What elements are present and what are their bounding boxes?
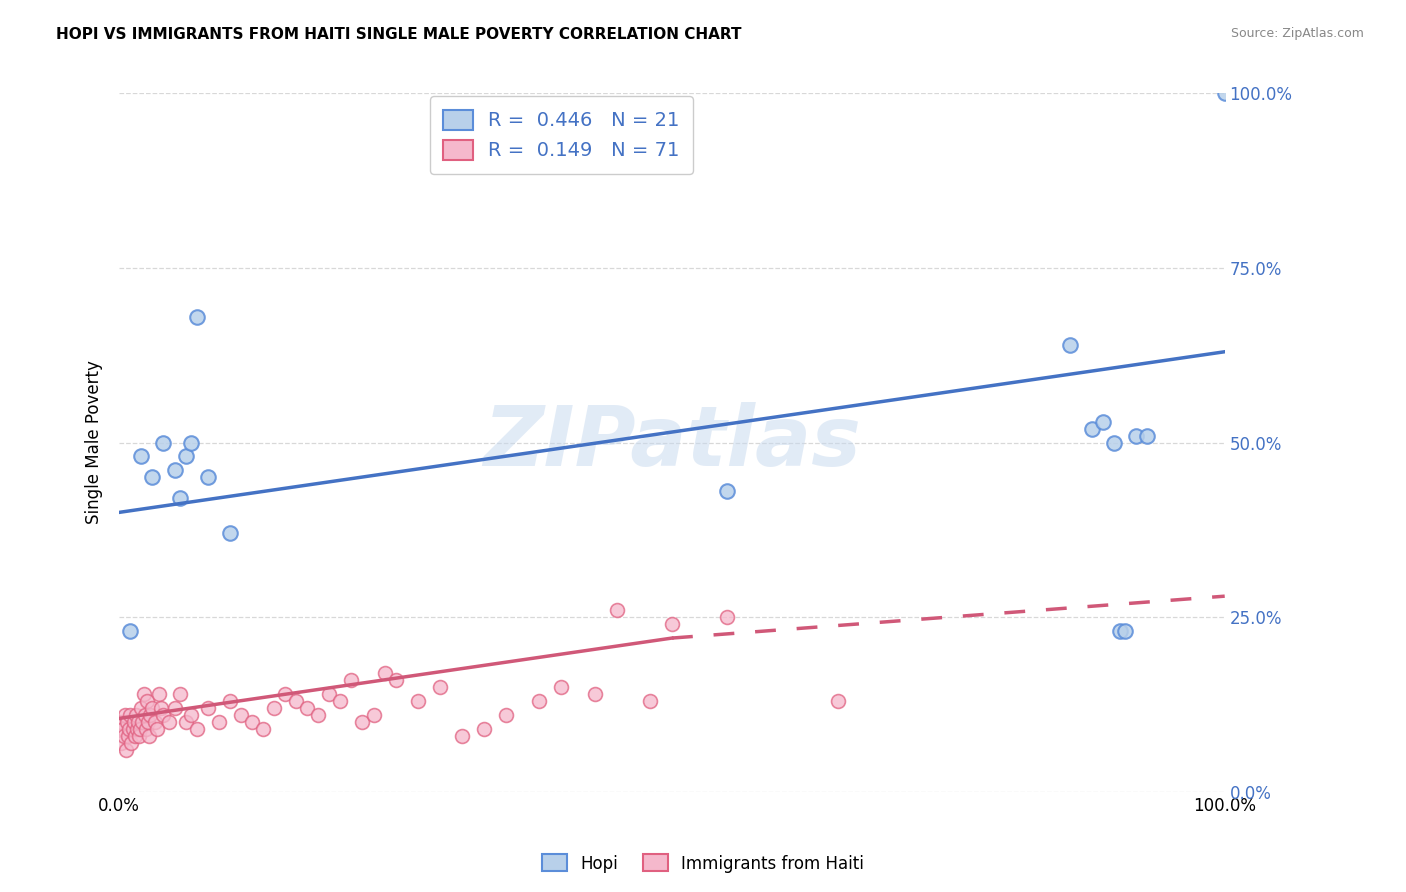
Point bbox=[174, 714, 197, 729]
Point bbox=[120, 624, 142, 638]
Point bbox=[606, 603, 628, 617]
Point bbox=[152, 435, 174, 450]
Point bbox=[1136, 428, 1159, 442]
Point bbox=[1108, 624, 1130, 638]
Point bbox=[128, 729, 150, 743]
Point bbox=[495, 707, 517, 722]
Point bbox=[406, 694, 429, 708]
Point bbox=[141, 701, 163, 715]
Point bbox=[1125, 428, 1147, 442]
Point bbox=[114, 707, 136, 722]
Point bbox=[135, 694, 157, 708]
Point bbox=[148, 687, 170, 701]
Point bbox=[186, 722, 208, 736]
Text: Source: ZipAtlas.com: Source: ZipAtlas.com bbox=[1230, 27, 1364, 40]
Point bbox=[174, 450, 197, 464]
Point bbox=[134, 707, 156, 722]
Text: HOPI VS IMMIGRANTS FROM HAITI SINGLE MALE POVERTY CORRELATION CHART: HOPI VS IMMIGRANTS FROM HAITI SINGLE MAL… bbox=[56, 27, 742, 42]
Point bbox=[1081, 421, 1104, 435]
Point bbox=[124, 729, 146, 743]
Point bbox=[263, 701, 285, 715]
Point bbox=[550, 680, 572, 694]
Point bbox=[121, 722, 143, 736]
Point bbox=[112, 729, 135, 743]
Point bbox=[285, 694, 308, 708]
Point bbox=[132, 687, 155, 701]
Point bbox=[111, 722, 134, 736]
Point bbox=[180, 435, 202, 450]
Point bbox=[127, 714, 149, 729]
Point bbox=[135, 722, 157, 736]
Point bbox=[125, 722, 148, 736]
Point bbox=[110, 736, 132, 750]
Text: ZIPatlas: ZIPatlas bbox=[484, 402, 860, 483]
Point bbox=[208, 714, 231, 729]
Point bbox=[1114, 624, 1136, 638]
Point bbox=[529, 694, 551, 708]
Point bbox=[295, 701, 318, 715]
Point bbox=[115, 714, 138, 729]
Point bbox=[143, 714, 166, 729]
Point bbox=[1059, 338, 1081, 352]
Point bbox=[229, 707, 252, 722]
Point bbox=[141, 470, 163, 484]
Point bbox=[115, 743, 138, 757]
Point bbox=[131, 714, 153, 729]
Point bbox=[197, 701, 219, 715]
Point bbox=[117, 729, 139, 743]
Legend: Hopi, Immigrants from Haiti: Hopi, Immigrants from Haiti bbox=[536, 847, 870, 880]
Point bbox=[374, 665, 396, 680]
Point bbox=[157, 714, 180, 729]
Point bbox=[129, 722, 152, 736]
Point bbox=[131, 701, 153, 715]
Point bbox=[429, 680, 451, 694]
Point bbox=[1092, 415, 1115, 429]
Point bbox=[163, 463, 186, 477]
Point bbox=[169, 491, 191, 506]
Point bbox=[120, 707, 142, 722]
Point bbox=[240, 714, 263, 729]
Point bbox=[136, 714, 159, 729]
Point bbox=[340, 673, 363, 687]
Point bbox=[139, 707, 162, 722]
Point bbox=[163, 701, 186, 715]
Point bbox=[146, 722, 169, 736]
Point bbox=[218, 526, 240, 541]
Point bbox=[122, 714, 145, 729]
Point bbox=[274, 687, 297, 701]
Point bbox=[716, 484, 738, 499]
Point bbox=[352, 714, 374, 729]
Point bbox=[152, 707, 174, 722]
Point bbox=[252, 722, 274, 736]
Point bbox=[661, 617, 683, 632]
Point bbox=[118, 722, 141, 736]
Point bbox=[583, 687, 606, 701]
Point bbox=[180, 707, 202, 722]
Point bbox=[472, 722, 495, 736]
Point bbox=[120, 736, 142, 750]
Point bbox=[716, 610, 738, 624]
Point bbox=[186, 310, 208, 324]
Point bbox=[307, 707, 329, 722]
Point bbox=[318, 687, 340, 701]
Point bbox=[169, 687, 191, 701]
Point bbox=[218, 694, 240, 708]
Y-axis label: Single Male Poverty: Single Male Poverty bbox=[86, 360, 103, 524]
Point bbox=[1102, 435, 1125, 450]
Point bbox=[329, 694, 352, 708]
Point bbox=[363, 707, 385, 722]
Point bbox=[197, 470, 219, 484]
Point bbox=[150, 701, 173, 715]
Point bbox=[131, 450, 153, 464]
Point bbox=[138, 729, 160, 743]
Point bbox=[1213, 87, 1236, 101]
Point bbox=[125, 707, 148, 722]
Point bbox=[827, 694, 849, 708]
Point bbox=[451, 729, 474, 743]
Legend: R =  0.446   N = 21, R =  0.149   N = 71: R = 0.446 N = 21, R = 0.149 N = 71 bbox=[430, 96, 693, 174]
Point bbox=[110, 714, 132, 729]
Point bbox=[638, 694, 661, 708]
Point bbox=[384, 673, 406, 687]
